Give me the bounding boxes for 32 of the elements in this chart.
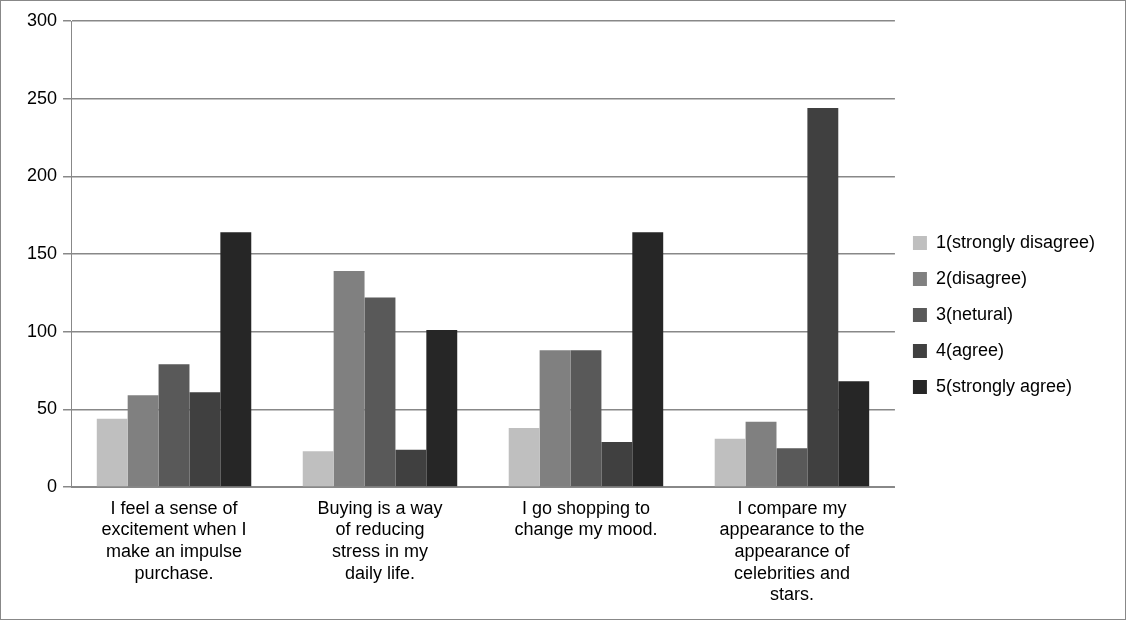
bar: [302, 451, 334, 487]
bar: [632, 232, 664, 487]
bar: [776, 448, 808, 487]
bar: [807, 107, 839, 487]
y-tick-label: 200: [26, 165, 58, 186]
y-tick-label: 0: [47, 475, 58, 496]
bar: [714, 438, 746, 487]
y-tick-label: 150: [26, 242, 58, 263]
x-tick-label: Buying is a way of reducing stress in my daily life.: [317, 497, 443, 583]
legend-label: 4(agree): [935, 339, 1004, 360]
bar: [601, 441, 633, 487]
x-tick-label: I compare my appearance to the appearance of celebrities and stars.: [719, 497, 865, 605]
legend-label: 2(disagree): [935, 267, 1027, 288]
bar: [220, 232, 252, 487]
legend-label: 3(netural): [935, 303, 1013, 324]
x-tick-label: I go shopping to change my mood.: [514, 497, 658, 540]
bar: [158, 364, 190, 487]
x-tick-label: I feel a sense of excitement when I make an impulse purchase.: [101, 497, 247, 583]
y-tick-label: 300: [26, 9, 58, 30]
bar: [838, 381, 870, 487]
y-tick-label: 100: [26, 320, 58, 341]
bar: [96, 418, 128, 487]
bar: [395, 449, 427, 487]
y-tick-label: 250: [26, 87, 58, 108]
legend-label: 5(strongly agree): [935, 375, 1072, 396]
bar: [189, 392, 221, 487]
bar: [426, 330, 458, 487]
bar: [364, 297, 396, 487]
y-tick-label: 50: [37, 398, 58, 419]
legend-label: 1(strongly disagree): [935, 231, 1095, 252]
bar: [508, 427, 540, 487]
bar: [570, 350, 602, 487]
